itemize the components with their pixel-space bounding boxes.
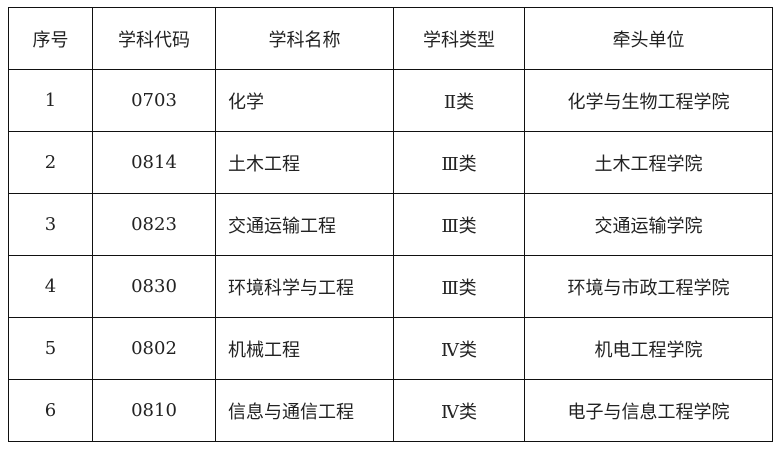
table-row: 4 0830 环境科学与工程 Ⅲ类 环境与市政工程学院: [8, 255, 773, 318]
discipline-table: 序号 学科代码 学科名称 学科类型 牵头单位 1 0703 化学 Ⅱ类 化学与生物工程学…: [8, 7, 773, 442]
cell-code: 0823: [92, 193, 216, 256]
cell-type: Ⅳ类: [393, 317, 525, 380]
header-no: 序号: [8, 7, 93, 70]
cell-code: 0802: [92, 317, 216, 380]
cell-code: 0703: [92, 69, 216, 132]
cell-no: 4: [8, 255, 93, 318]
cell-no: 6: [8, 379, 93, 442]
cell-name: 环境科学与工程: [215, 255, 394, 318]
cell-no: 5: [8, 317, 93, 380]
cell-name: 交通运输工程: [215, 193, 394, 256]
cell-unit: 电子与信息工程学院: [524, 379, 773, 442]
cell-name: 化学: [215, 69, 394, 132]
cell-type: Ⅲ类: [393, 255, 525, 318]
cell-unit: 环境与市政工程学院: [524, 255, 773, 318]
cell-code: 0810: [92, 379, 216, 442]
table-row: 5 0802 机械工程 Ⅳ类 机电工程学院: [8, 317, 773, 380]
cell-type: Ⅲ类: [393, 193, 525, 256]
header-code: 学科代码: [92, 7, 216, 70]
cell-type: Ⅲ类: [393, 131, 525, 194]
table-row: 3 0823 交通运输工程 Ⅲ类 交通运输学院: [8, 193, 773, 256]
cell-no: 1: [8, 69, 93, 132]
table-row: 6 0810 信息与通信工程 Ⅳ类 电子与信息工程学院: [8, 379, 773, 442]
cell-name: 信息与通信工程: [215, 379, 394, 442]
cell-code: 0830: [92, 255, 216, 318]
header-unit: 牵头单位: [524, 7, 773, 70]
header-name: 学科名称: [215, 7, 394, 70]
cell-name: 土木工程: [215, 131, 394, 194]
table-row: 1 0703 化学 Ⅱ类 化学与生物工程学院: [8, 69, 773, 132]
header-type: 学科类型: [393, 7, 525, 70]
table-row: 2 0814 土木工程 Ⅲ类 土木工程学院: [8, 131, 773, 194]
cell-unit: 土木工程学院: [524, 131, 773, 194]
cell-name: 机械工程: [215, 317, 394, 380]
cell-code: 0814: [92, 131, 216, 194]
cell-no: 3: [8, 193, 93, 256]
cell-unit: 机电工程学院: [524, 317, 773, 380]
cell-type: Ⅱ类: [393, 69, 525, 132]
cell-type: Ⅳ类: [393, 379, 525, 442]
cell-no: 2: [8, 131, 93, 194]
header-row: 序号 学科代码 学科名称 学科类型 牵头单位: [8, 7, 773, 70]
cell-unit: 化学与生物工程学院: [524, 69, 773, 132]
cell-unit: 交通运输学院: [524, 193, 773, 256]
